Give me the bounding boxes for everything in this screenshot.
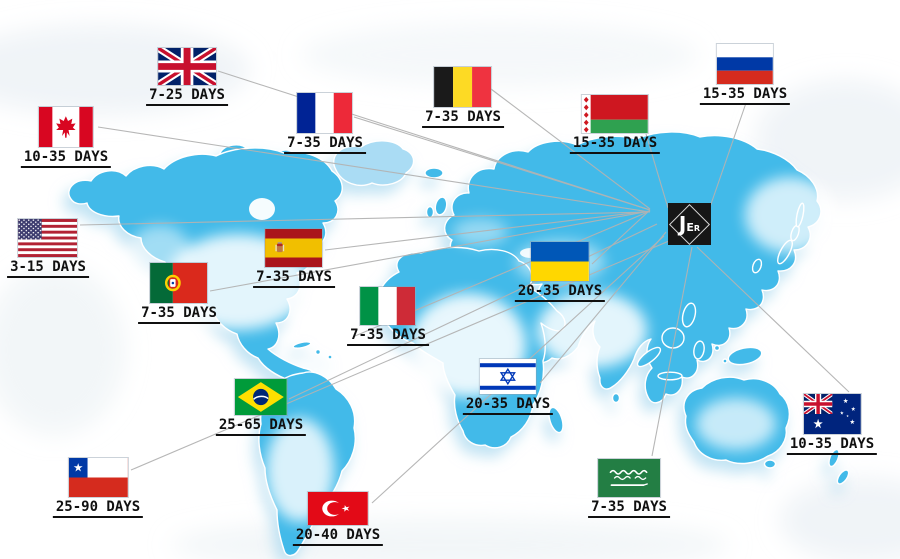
usa-flag-icon (18, 219, 78, 257)
shipping-days-label: 7-35 DAYS (138, 305, 220, 325)
shipping-days-label: 7-35 DAYS (347, 327, 429, 347)
destination-israel: 20-35 DAYS (462, 359, 554, 416)
destination-saudi-arabia: 7-35 DAYS (588, 459, 670, 519)
shipping-days-label: 15-35 DAYS (699, 86, 791, 106)
destination-russia: 15-35 DAYS (699, 44, 791, 106)
spain-flag-icon (265, 229, 323, 267)
shipping-days-label: 10-35 DAYS (20, 149, 112, 169)
destination-australia: 10-35 DAYS (786, 394, 878, 456)
russia-flag-icon (716, 44, 773, 84)
destination-spain: 7-35 DAYS (253, 229, 335, 289)
belarus-flag-icon (581, 95, 648, 133)
logo-letter-r: R (693, 224, 701, 233)
shipping-days-label: 25-65 DAYS (215, 417, 307, 437)
destination-canada: 10-35 DAYS (20, 107, 112, 169)
shipping-days-label: 7-35 DAYS (284, 135, 366, 155)
australia-flag-icon (803, 394, 861, 434)
shipping-days-label: 20-35 DAYS (514, 283, 606, 303)
shipping-days-label: 7-35 DAYS (588, 499, 670, 519)
logo-letter-e: E (686, 221, 694, 234)
chile-flag-icon (68, 458, 128, 497)
connector-lines (79, 70, 850, 504)
destination-uk: 7-25 DAYS (146, 48, 228, 107)
italy-flag-icon (360, 287, 416, 325)
shipping-days-label: 10-35 DAYS (786, 436, 878, 456)
shipping-days-label: 15-35 DAYS (569, 135, 661, 155)
destination-belgium: 7-35 DAYS (422, 67, 504, 129)
france-flag-icon (297, 93, 353, 133)
logo-letter-j: J (678, 212, 687, 236)
destination-italy: 7-35 DAYS (347, 287, 429, 347)
shipping-days-label: 25-90 DAYS (52, 499, 144, 519)
destination-brazil: 25-65 DAYS (215, 379, 307, 437)
turkey-flag-icon (307, 492, 368, 525)
shipping-days-label: 20-35 DAYS (462, 396, 554, 416)
shipping-days-label: 7-25 DAYS (146, 87, 228, 107)
destination-turkey: 20-40 DAYS (292, 492, 384, 547)
destination-ukraine: 20-35 DAYS (514, 242, 606, 303)
shipping-days-label: 7-35 DAYS (253, 269, 335, 289)
shipping-days-label: 7-35 DAYS (422, 109, 504, 129)
destination-france: 7-35 DAYS (284, 93, 366, 155)
belgium-flag-icon (434, 67, 492, 107)
canada-flag-icon (38, 107, 93, 147)
uk-flag-icon (157, 48, 216, 85)
destination-belarus: 15-35 DAYS (569, 95, 661, 155)
israel-flag-icon (479, 359, 536, 394)
portugal-flag-icon (150, 263, 208, 303)
brazil-flag-icon (234, 379, 287, 415)
ukraine-flag-icon (530, 242, 589, 281)
saudi-arabia-flag-icon (597, 459, 660, 497)
destination-portugal: 7-35 DAYS (138, 263, 220, 325)
shipping-days-label: 3-15 DAYS (7, 259, 89, 279)
shipping-days-label: 20-40 DAYS (292, 527, 384, 547)
destination-usa: 3-15 DAYS (7, 219, 89, 279)
destination-chile: 25-90 DAYS (52, 458, 144, 519)
